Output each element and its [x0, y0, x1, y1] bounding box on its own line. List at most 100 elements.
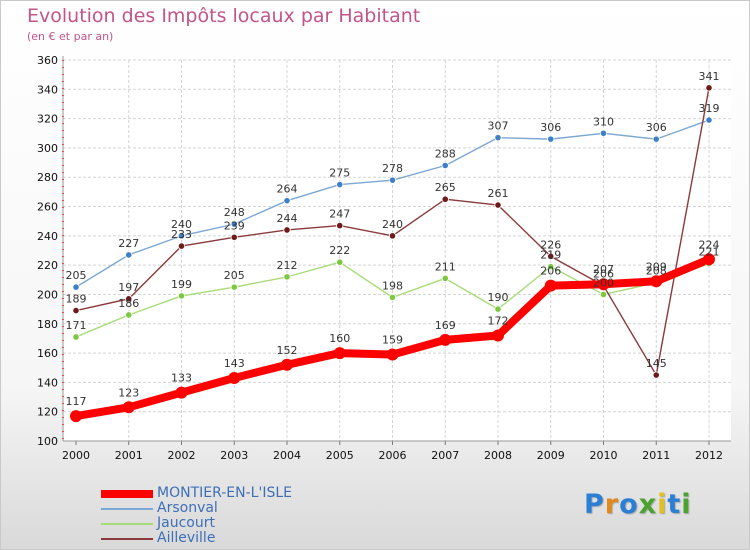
y-tick-label: 140 — [37, 376, 58, 389]
x-tick-label: 2002 — [168, 449, 196, 462]
x-tick-label: 2000 — [62, 449, 90, 462]
data-label: 288 — [435, 148, 456, 161]
data-point — [336, 180, 344, 189]
data-point — [441, 161, 449, 170]
data-label: 264 — [277, 183, 298, 196]
data-label: 205 — [66, 269, 87, 282]
data-point — [177, 292, 186, 300]
legend-swatch — [101, 508, 153, 510]
x-tick-label: 2004 — [273, 449, 301, 462]
data-point — [336, 258, 344, 266]
logo-letter: i — [657, 489, 668, 520]
x-tick-label: 2003 — [220, 449, 248, 462]
data-label: 275 — [329, 167, 350, 180]
logo-letter: t — [667, 489, 682, 520]
data-point — [230, 233, 238, 241]
x-tick-label: 2012 — [695, 449, 723, 462]
x-tick-label: 2009 — [537, 449, 565, 462]
data-label: 190 — [488, 291, 509, 304]
data-label: 219 — [540, 249, 561, 262]
data-point — [650, 275, 663, 288]
data-label: 211 — [435, 260, 456, 273]
x-tick-label: 2010 — [590, 449, 618, 462]
data-label: 261 — [488, 187, 509, 200]
y-tick-label: 160 — [37, 347, 58, 360]
data-label: 240 — [382, 218, 403, 231]
data-point — [72, 283, 80, 291]
x-tick-label: 2007 — [431, 449, 459, 462]
plot-area — [63, 60, 731, 441]
logo-letter: i — [681, 489, 692, 520]
legend-swatch — [101, 523, 153, 525]
data-point — [72, 306, 80, 315]
proxiti-logo: Proxiti — [584, 489, 692, 520]
data-point — [494, 201, 502, 209]
data-label: 143 — [224, 357, 245, 370]
x-tick-label: 2001 — [115, 449, 143, 462]
data-label: 169 — [435, 319, 456, 332]
data-point — [388, 293, 397, 301]
y-tick-label: 200 — [37, 288, 58, 301]
data-label: 306 — [646, 121, 667, 134]
data-point — [125, 311, 133, 319]
data-point — [388, 232, 397, 240]
data-label: 307 — [488, 120, 509, 133]
x-tick-label: 2008 — [484, 449, 512, 462]
data-point — [281, 358, 293, 371]
data-label: 209 — [646, 260, 667, 273]
y-tick-label: 360 — [37, 54, 58, 67]
legend-swatch — [101, 490, 153, 498]
data-point — [441, 274, 449, 282]
data-label: 244 — [277, 212, 298, 225]
data-label: 198 — [382, 279, 403, 292]
legend-label: Jaucourt — [157, 515, 215, 531]
y-tick-label: 300 — [37, 142, 58, 155]
data-label: 171 — [66, 319, 87, 332]
data-label: 265 — [435, 181, 456, 194]
y-tick-label: 120 — [37, 406, 58, 419]
data-point — [336, 221, 344, 230]
data-point — [177, 242, 186, 250]
data-label: 208 — [646, 265, 667, 278]
y-tick-label: 100 — [37, 435, 58, 448]
data-point — [599, 129, 608, 137]
data-label: 240 — [171, 218, 192, 231]
legend-label: Ailleville — [157, 530, 216, 546]
data-point — [703, 253, 715, 266]
legend-label: Arsonval — [157, 500, 218, 516]
data-label: 172 — [488, 314, 509, 327]
y-tick-label: 340 — [37, 83, 58, 96]
logo-letter: o — [619, 489, 639, 520]
data-point — [494, 305, 502, 313]
data-label: 248 — [224, 206, 245, 219]
data-label: 247 — [329, 208, 350, 221]
data-point — [122, 401, 135, 414]
data-point — [228, 371, 241, 384]
data-label: 310 — [593, 115, 614, 128]
legend-swatch — [101, 538, 153, 540]
data-label: 341 — [699, 70, 720, 83]
data-label: 117 — [66, 395, 87, 408]
y-tick-label: 260 — [37, 201, 58, 214]
data-point — [230, 220, 238, 228]
data-label: 206 — [593, 268, 614, 281]
data-point — [439, 333, 452, 346]
data-point — [386, 348, 399, 361]
y-tick-label: 320 — [37, 113, 58, 126]
data-label: 189 — [66, 293, 87, 306]
data-point — [72, 333, 80, 341]
data-label: 123 — [118, 386, 139, 399]
data-label: 159 — [382, 334, 403, 347]
data-label: 199 — [171, 278, 192, 291]
logo-letter: x — [638, 489, 658, 520]
data-label: 197 — [118, 281, 139, 294]
data-point — [597, 278, 610, 291]
y-tick-label: 240 — [37, 230, 58, 243]
data-point — [230, 283, 238, 291]
data-point — [177, 232, 186, 240]
data-point — [283, 273, 291, 281]
data-label: 212 — [277, 259, 298, 272]
x-tick-label: 2006 — [379, 449, 407, 462]
data-point — [283, 197, 291, 205]
data-label: 278 — [382, 162, 403, 175]
